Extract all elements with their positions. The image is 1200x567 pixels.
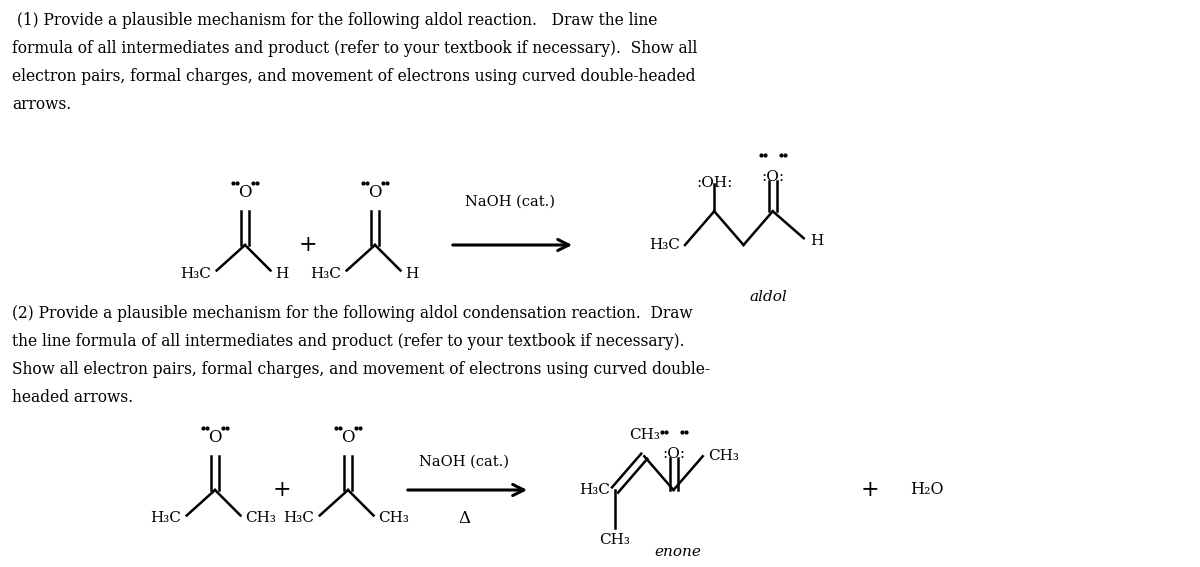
Text: :OH:: :OH:: [696, 176, 732, 191]
Text: arrows.: arrows.: [12, 96, 71, 113]
Text: (2) Provide a plausible mechanism for the following aldol condensation reaction.: (2) Provide a plausible mechanism for th…: [12, 305, 692, 322]
Text: the line formula of all intermediates and product (refer to your textbook if nec: the line formula of all intermediates an…: [12, 333, 685, 350]
Text: :O:: :O:: [662, 447, 685, 461]
Text: +: +: [860, 479, 880, 501]
Text: O: O: [341, 429, 355, 446]
Text: H: H: [276, 266, 289, 281]
Text: CH₃: CH₃: [629, 428, 660, 442]
Text: H₃C: H₃C: [150, 511, 181, 526]
Text: :O:: :O:: [761, 170, 785, 184]
Text: NaOH (cat.): NaOH (cat.): [466, 195, 554, 209]
Text: H₃C: H₃C: [180, 266, 211, 281]
Text: Show all electron pairs, formal charges, and movement of electrons using curved : Show all electron pairs, formal charges,…: [12, 361, 710, 378]
Text: (1) Provide a plausible mechanism for the following aldol reaction.   Draw the l: (1) Provide a plausible mechanism for th…: [12, 12, 658, 29]
Text: CH₃: CH₃: [246, 511, 276, 526]
Text: H₃C: H₃C: [649, 238, 680, 252]
Text: aldol: aldol: [749, 290, 787, 304]
Text: H₃C: H₃C: [283, 511, 313, 526]
Text: Δ: Δ: [458, 510, 470, 527]
Text: CH₃: CH₃: [708, 449, 739, 463]
Text: H: H: [810, 234, 823, 248]
Text: O: O: [368, 184, 382, 201]
Text: headed arrows.: headed arrows.: [12, 389, 133, 406]
Text: +: +: [272, 479, 292, 501]
Text: H₃C: H₃C: [310, 266, 341, 281]
Text: enone: enone: [655, 545, 702, 559]
Text: O: O: [239, 184, 252, 201]
Text: CH₃: CH₃: [378, 511, 409, 526]
Text: O: O: [209, 429, 222, 446]
Text: H₃C: H₃C: [580, 483, 610, 497]
Text: electron pairs, formal charges, and movement of electrons using curved double-he: electron pairs, formal charges, and move…: [12, 68, 696, 85]
Text: CH₃: CH₃: [600, 533, 630, 547]
Text: H: H: [406, 266, 419, 281]
Text: formula of all intermediates and product (refer to your textbook if necessary). : formula of all intermediates and product…: [12, 40, 697, 57]
Text: +: +: [299, 234, 317, 256]
Text: H₂O: H₂O: [910, 481, 943, 498]
Text: NaOH (cat.): NaOH (cat.): [419, 455, 509, 469]
